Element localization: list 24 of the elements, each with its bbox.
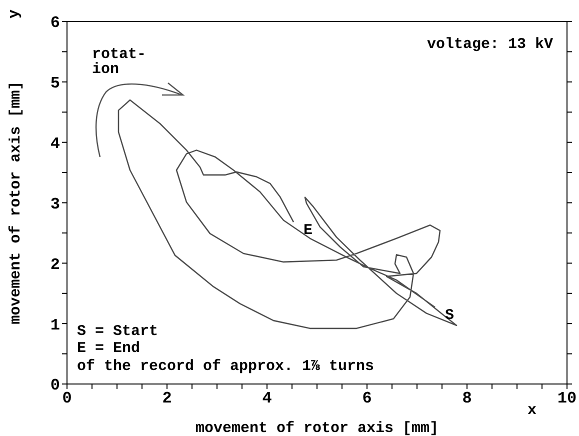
y-tick-label: 0 <box>50 376 60 395</box>
annotation: E <box>304 222 313 239</box>
y-tick-label: 2 <box>50 256 60 274</box>
annotation: voltage: 13 kV <box>426 36 553 53</box>
y-tick-label: 6 <box>50 14 60 32</box>
y-tick-label: 3 <box>50 195 60 214</box>
annotation: S <box>445 306 454 324</box>
x-tick-label: 4 <box>262 389 272 408</box>
y-tick-label: 5 <box>50 74 60 93</box>
y-axis-title: movement of rotor axis [mm] <box>7 81 24 324</box>
x-tick-label: 8 <box>462 389 472 408</box>
x-axis-title: movement of rotor axis [mm] <box>195 420 439 436</box>
annotation: rotat- ion <box>92 46 146 78</box>
x-tick-label: 10 <box>557 389 577 408</box>
x-tick-label: 6 <box>362 389 372 408</box>
y-tick-label: 4 <box>50 135 60 154</box>
text: x <box>527 402 537 419</box>
annotation: E = End <box>77 340 140 357</box>
y-tick-label: 1 <box>50 316 60 334</box>
annotation: of the record of approx. 1⅞ turns <box>77 358 374 375</box>
annotation: S = Start <box>77 323 158 340</box>
x-tick-label: 2 <box>162 389 172 408</box>
x-tick-label: 0 <box>62 389 72 408</box>
text: y <box>6 9 23 19</box>
